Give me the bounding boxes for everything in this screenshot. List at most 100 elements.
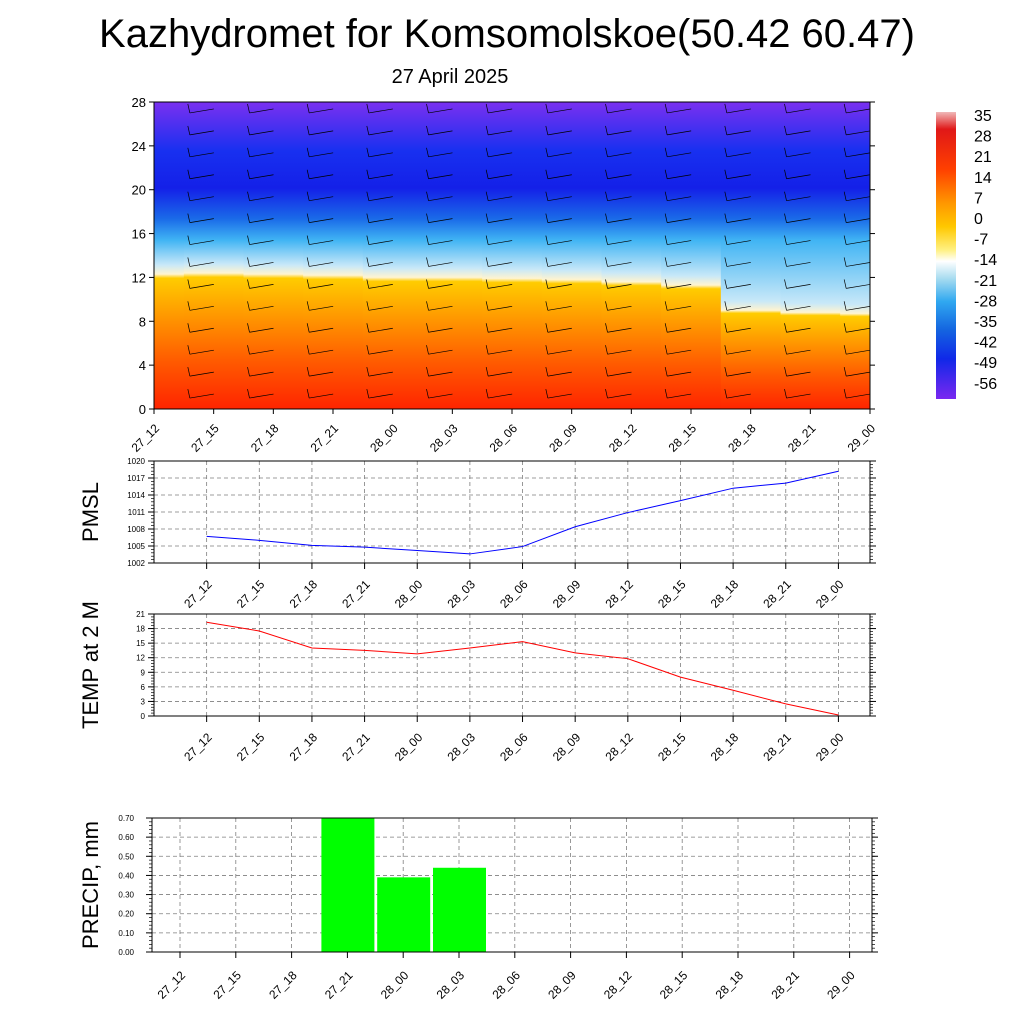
wind-barb [607,240,632,245]
wind-barb-feather [724,213,728,223]
wind-barb [309,349,334,355]
wind-barb [607,196,632,202]
wind-barb-feather [605,345,608,355]
x-tick-label: 27_12 [181,577,215,611]
wind-barb [249,174,274,180]
wind-barb-feather [306,235,310,245]
wind-barb-feather [605,235,608,245]
wind-barb [189,218,214,223]
series-line [206,470,839,555]
wind-barb [309,284,334,289]
y-tick-label: 0.40 [118,871,134,880]
wind-barb-feather [724,169,728,179]
wind-barb [846,305,870,311]
wind-barb-feather [784,367,787,377]
wind-barb-feather [843,235,847,245]
wind-barb [488,393,513,399]
wind-barb-feather [306,103,310,114]
wind-barb [368,174,393,180]
temperature-panel: 0 3 6 9 12 15 18 21 27_12 27_15 27_18 27_21 28_00 28_… [78,601,876,764]
y-tick-label: 12 [136,654,145,663]
wind-barb-feather [485,169,489,179]
wind-barb [488,130,513,136]
x-tick-label: 28_21 [760,730,794,764]
wind-barb [249,284,274,289]
wind-barb-feather [784,388,787,399]
wind-barb-feather [366,169,370,179]
precip-bar [433,867,486,952]
wind-barb [786,218,811,223]
wind-barb-feather [724,345,728,355]
wind-barb-feather [664,323,668,333]
cross-section-panel: 0 4 8 12 16 20 24 28 27_12 27_15 27_18 27_21 28_00 2… [129,95,879,455]
x-tick-label: 28_06 [497,730,531,764]
wind-barb-feather [247,103,250,114]
wind-barb-feather [247,388,250,399]
x-tick-label: 28_03 [434,968,468,1002]
wind-barb [786,349,811,355]
wind-barb [726,371,751,377]
wind-barb-feather [306,169,310,179]
y-tick-label: 20 [132,183,146,198]
wind-barb [667,108,692,114]
x-tick-label: 27_12 [155,968,189,1002]
wind-barb-feather [545,191,549,201]
wind-barb-feather [664,345,668,355]
x-tick-label: 28_12 [602,577,636,611]
wind-barb-feather [784,169,787,179]
wind-barb [607,349,632,355]
y-tick-label: 21 [136,610,145,619]
wind-barb [607,130,632,136]
wind-barb [189,196,214,202]
wind-barb-feather [247,367,250,377]
wind-barb [846,130,870,136]
wind-barb-feather [664,301,668,311]
x-tick-label: 28_15 [655,577,689,611]
wind-barb-feather [664,388,668,399]
wind-barb [667,393,692,399]
x-tick-label: 28_15 [657,968,691,1002]
wind-barb [368,305,393,311]
wind-barb [846,108,870,114]
colorbar-label: -49 [974,355,997,372]
wind-barb-feather [724,191,728,201]
wind-barb-feather [545,345,549,355]
x-tick-label: 27_21 [339,730,373,764]
x-tick-label: 28_18 [708,577,742,611]
wind-barb-feather [784,191,787,201]
wind-barb-feather [784,279,787,289]
wind-barb [667,327,692,333]
wind-barb [667,196,692,202]
x-tick-label: 28_15 [666,421,700,455]
wind-barb [249,262,274,267]
wind-barb [786,327,811,333]
wind-barb-feather [843,279,847,289]
heatmap-column [154,102,185,409]
wind-barb-feather [426,191,429,201]
wind-barb [488,174,513,180]
wind-barb [667,174,692,180]
wind-barb-feather [187,301,191,311]
x-tick-label: 28_18 [713,968,747,1002]
wind-barb-feather [605,147,608,157]
wind-barb [607,284,632,289]
wind-barb [309,262,334,267]
wind-barb [309,393,334,399]
wind-barb [547,262,572,267]
wind-barb [547,108,572,114]
wind-barb-feather [545,235,549,245]
wind-barb-feather [724,323,728,333]
wind-barb [786,393,811,399]
wind-barb-feather [843,388,847,399]
wind-barb [309,130,334,136]
wind-barb-feather [426,235,429,245]
wind-barb [667,240,692,245]
wind-barb-feather [724,279,728,289]
wind-barb-feather [784,103,787,114]
wind-barb-feather [306,388,310,399]
wind-barb-feather [664,367,668,377]
wind-barb-feather [366,191,370,201]
wind-barb-feather [605,323,608,333]
wind-barb-feather [545,125,549,135]
y-tick-label: 9 [141,668,146,677]
